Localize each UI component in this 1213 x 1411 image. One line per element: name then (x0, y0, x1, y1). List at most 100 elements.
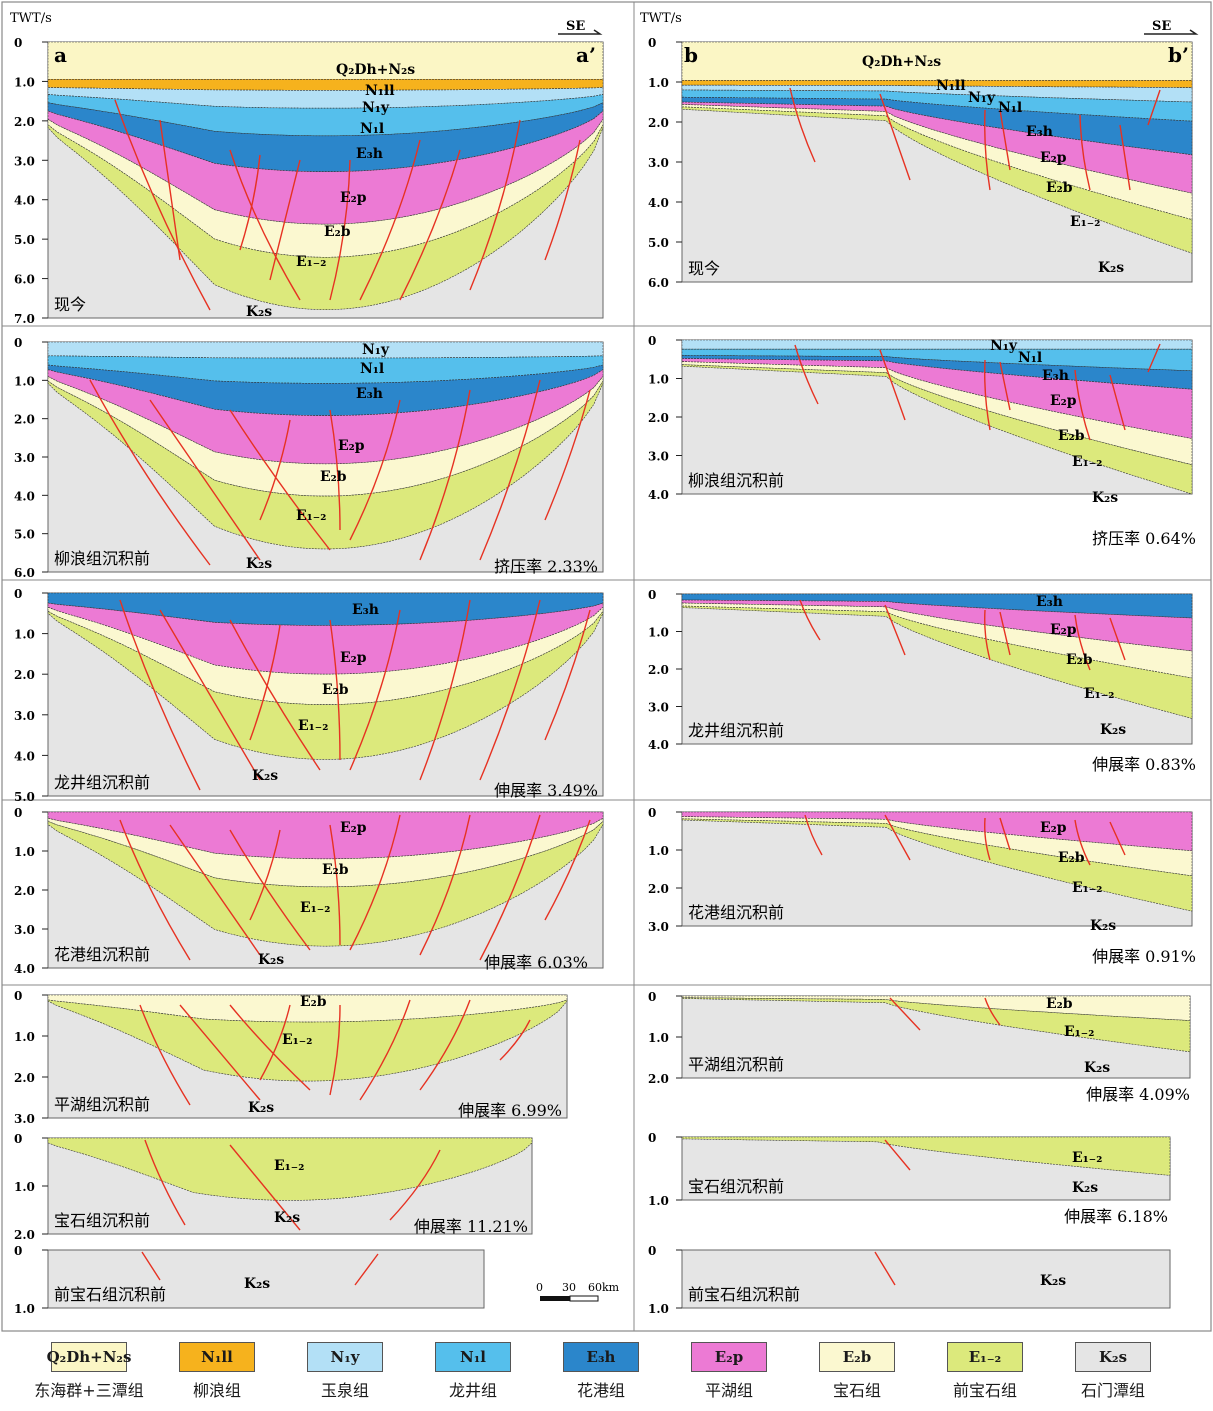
panel-a-pre-liulang: 0 1.0 2.0 3.0 4.0 5.0 6.0 柳浪组沉积前 挤压率 2.33% N₁y N₁l… (14, 336, 604, 580)
fault-line (984, 997, 1001, 1026)
fault-line (884, 1139, 911, 1171)
axis-tick-label: 4.0 (14, 962, 35, 976)
legend-label: 柳浪组 (192, 1381, 241, 1400)
layer-label-n1y: N₁y (362, 342, 390, 358)
layer-label-e2p: E₂p (340, 190, 367, 206)
layer-label-e1-2: E₁₋₂ (274, 1158, 304, 1174)
fault-line (479, 814, 541, 961)
layer-label-n1y: N₁y (968, 90, 996, 106)
layer-e1-2 (47, 610, 604, 760)
axis-tick-label: 5.0 (14, 528, 35, 542)
stage-label: 花港组沉积前 (688, 903, 784, 922)
layer-label-k2s: K₂s (1084, 1060, 1110, 1076)
layer-e1-2 (47, 124, 604, 311)
fault-line (1079, 114, 1091, 191)
axis-tick-label: 2.0 (648, 882, 669, 896)
axis-tick-label: 0 (14, 1132, 22, 1146)
layer-label-e2b: E₂b (1046, 996, 1073, 1012)
fault-line (889, 997, 921, 1031)
layer-e1-2 (681, 106, 1193, 254)
fault-line (999, 611, 1011, 656)
fault-line (159, 119, 181, 261)
axis-tick-label: 1.0 (648, 626, 669, 640)
fault-line (349, 609, 401, 771)
legend-item: E₁₋₂ 前宝石组 (930, 1342, 1040, 1401)
legend-label: 花港组 (576, 1381, 625, 1400)
axis-tick-label: 2.0 (14, 413, 35, 427)
layer-label-k2s: K₂s (258, 952, 284, 968)
axis-tick-label: 0 (648, 36, 656, 50)
fault-line (169, 824, 261, 956)
fault-line (119, 599, 201, 791)
fault-line (229, 619, 321, 771)
section-a-start: a (54, 43, 67, 67)
axis-tick-label: 6.0 (14, 273, 35, 287)
layer-label-e1-2: E₁₋₂ (1070, 214, 1100, 230)
layer-label-k2s: K₂s (1090, 918, 1116, 934)
axis-tick-label: 3.0 (648, 920, 669, 934)
fault-line (879, 349, 906, 421)
axis-tick-label: 4.0 (648, 738, 669, 752)
fault-line (984, 359, 991, 431)
layer-label-e2p: E₂p (1040, 150, 1067, 166)
axis-tick-label: 0 (14, 36, 22, 50)
fault-line (1147, 343, 1161, 373)
axis-tick-label: 1.0 (648, 1031, 669, 1045)
fault-line (884, 814, 911, 861)
axis-tick-label: 1.0 (14, 845, 35, 859)
axis-tick-label: 3.0 (14, 923, 35, 937)
direction-right: SE (1152, 19, 1171, 34)
fault-line (419, 599, 471, 781)
scale-tick-60: 60km (588, 1281, 620, 1294)
deformation-rate: 伸展率 6.99% (458, 1101, 562, 1120)
axis-tick-label: 6.0 (648, 276, 669, 290)
layer-label-n1y: N₁y (990, 338, 1018, 354)
axis-tick-label: 1.0 (648, 76, 669, 90)
fault-line (229, 149, 301, 301)
fault-line (984, 609, 991, 661)
axis-tick-label: 7.0 (14, 312, 35, 326)
layer-label-e1-2: E₁₋₂ (1084, 686, 1114, 702)
fault-line (389, 1149, 441, 1221)
fault-line (1074, 369, 1091, 441)
fault-line (874, 1251, 896, 1286)
layer-e1-2 (47, 1137, 533, 1201)
panel-a-pre-baoshi: 0 1.0 2.0 宝石组沉积前 伸展率 11.21% E₁₋₂ K₂s (14, 1132, 533, 1242)
layer-e2b (47, 606, 604, 705)
fault-line (179, 1004, 261, 1101)
stage-label: 柳浪组沉积前 (688, 471, 784, 490)
fault-line (799, 599, 821, 641)
layer-e2p (681, 358, 1193, 439)
axis-tick-label: 1.0 (14, 1030, 35, 1044)
fault-line (359, 999, 411, 1101)
layer-label-e3h: E₃h (352, 602, 379, 618)
axis-tick-label: 2.0 (14, 115, 35, 129)
layer-label-e1-2: E₁₋₂ (1072, 1150, 1102, 1166)
outer-frame (1, 1, 1212, 1332)
fault-line (1109, 821, 1126, 856)
section-panels: 01.02.03.04.05.06.07.0现今Q₂Dh+N₂sN₁llN₁yN… (14, 36, 1196, 1316)
section-a-end: a’ (576, 43, 596, 67)
legend-item: E₃h 花港组 (546, 1342, 656, 1401)
fault-line (1119, 124, 1131, 191)
layer-label-e3h: E₃h (1026, 124, 1053, 140)
legend-item: Q₂Dh+N₂s 东海群+三潭组 (34, 1342, 144, 1401)
layer-e1-2 (47, 380, 604, 550)
layer-label-k2s: K₂s (244, 1276, 270, 1292)
layer-e1-2 (681, 364, 1193, 495)
axis-tick-label: 5.0 (648, 236, 669, 250)
legend-swatch: E₃h (563, 1342, 639, 1372)
fault-line (249, 624, 281, 741)
fault-line (499, 1019, 531, 1061)
layer-label-e1-2: E₁₋₂ (296, 254, 326, 270)
legend-label: 平湖组 (704, 1381, 753, 1400)
layer-label-e1-2: E₁₋₂ (1072, 454, 1102, 470)
layer-label-e2p: E₂p (340, 650, 367, 666)
layer-label-e2b: E₂b (300, 994, 327, 1010)
axis-tick-label: 4.0 (14, 489, 35, 503)
axis-tick-label: 3.0 (648, 701, 669, 715)
layer-label-n1ll: N₁ll (936, 78, 966, 94)
fault-line (804, 814, 823, 856)
